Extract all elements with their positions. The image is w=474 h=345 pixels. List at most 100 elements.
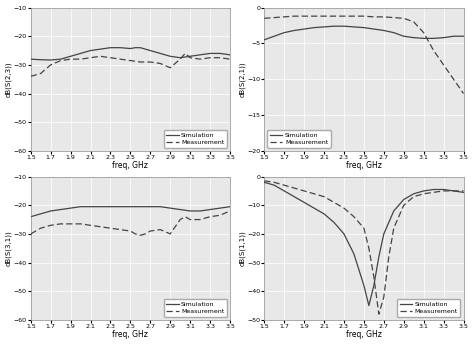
Measurement xyxy=(311,192,317,196)
Simulation xyxy=(301,200,307,205)
Simulation xyxy=(217,51,223,56)
Measurement xyxy=(78,222,83,226)
Measurement xyxy=(292,14,297,18)
Measurement xyxy=(118,228,123,232)
Measurement xyxy=(133,232,138,236)
Measurement xyxy=(58,59,64,63)
Measurement xyxy=(28,74,34,78)
Y-axis label: dB(S(2,3)): dB(S(2,3)) xyxy=(6,61,12,97)
Measurement xyxy=(217,56,223,60)
Measurement xyxy=(262,179,267,183)
Simulation xyxy=(38,58,44,62)
Simulation xyxy=(262,38,267,42)
Simulation xyxy=(292,195,297,199)
Measurement xyxy=(143,232,148,236)
Simulation xyxy=(197,53,203,57)
Simulation xyxy=(38,212,44,216)
Simulation xyxy=(381,232,387,236)
Measurement xyxy=(431,49,437,53)
Simulation xyxy=(451,189,456,193)
Line: Measurement: Measurement xyxy=(264,181,464,314)
Simulation xyxy=(391,31,397,35)
Simulation xyxy=(351,252,357,256)
Measurement xyxy=(128,229,133,233)
Simulation xyxy=(421,189,427,193)
Measurement xyxy=(366,246,372,250)
Line: Simulation: Simulation xyxy=(31,48,230,60)
Simulation xyxy=(292,28,297,32)
Simulation xyxy=(118,205,123,209)
Line: Simulation: Simulation xyxy=(264,182,464,306)
Simulation xyxy=(157,205,163,209)
Simulation xyxy=(58,207,64,211)
Measurement xyxy=(187,217,193,221)
Measurement xyxy=(167,232,173,236)
Simulation xyxy=(272,183,277,187)
Measurement xyxy=(207,56,213,60)
Measurement xyxy=(28,232,34,236)
Simulation xyxy=(88,205,93,209)
Line: Measurement: Measurement xyxy=(31,211,230,235)
X-axis label: freq, GHz: freq, GHz xyxy=(346,331,382,339)
X-axis label: freq, GHz: freq, GHz xyxy=(112,161,148,170)
Measurement xyxy=(331,200,337,205)
Simulation xyxy=(351,25,357,29)
Simulation xyxy=(58,57,64,61)
Measurement xyxy=(68,222,73,226)
Simulation xyxy=(321,212,327,216)
Simulation xyxy=(98,47,103,51)
Y-axis label: dB(S(1,1)): dB(S(1,1)) xyxy=(239,230,246,266)
Measurement xyxy=(157,228,163,232)
Simulation xyxy=(301,27,307,31)
Measurement xyxy=(311,14,317,18)
Simulation xyxy=(282,189,287,193)
Simulation xyxy=(28,57,34,61)
Simulation xyxy=(177,207,183,211)
Measurement xyxy=(147,229,153,233)
Simulation xyxy=(137,46,143,50)
Simulation xyxy=(217,206,223,210)
Measurement xyxy=(341,206,347,210)
Measurement xyxy=(78,57,83,61)
Simulation xyxy=(262,180,267,184)
Measurement xyxy=(108,56,113,60)
Measurement xyxy=(321,195,327,199)
Legend: Simulation, Measurement: Simulation, Measurement xyxy=(164,299,227,317)
Simulation xyxy=(381,28,387,32)
Simulation xyxy=(207,207,213,211)
Measurement xyxy=(292,186,297,190)
Simulation xyxy=(118,46,123,50)
Simulation xyxy=(78,51,83,56)
Measurement xyxy=(401,203,407,207)
Measurement xyxy=(301,189,307,193)
Measurement xyxy=(321,14,327,18)
Line: Simulation: Simulation xyxy=(264,26,464,40)
Measurement xyxy=(197,217,203,221)
Simulation xyxy=(431,187,437,191)
Measurement xyxy=(197,57,203,61)
Measurement xyxy=(157,61,163,66)
Simulation xyxy=(421,36,427,40)
Measurement xyxy=(48,223,54,227)
Simulation xyxy=(108,205,113,209)
Line: Measurement: Measurement xyxy=(264,16,464,93)
Simulation xyxy=(401,197,407,201)
Simulation xyxy=(282,31,287,35)
Measurement xyxy=(58,222,64,226)
Measurement xyxy=(361,226,367,230)
Simulation xyxy=(411,192,417,196)
Measurement xyxy=(431,190,437,195)
Measurement xyxy=(301,14,307,18)
Measurement xyxy=(88,56,93,60)
Simulation xyxy=(366,304,372,308)
Measurement xyxy=(108,226,113,230)
Simulation xyxy=(147,49,153,53)
Simulation xyxy=(147,205,153,209)
Measurement xyxy=(88,223,93,227)
Simulation xyxy=(341,24,347,28)
Measurement xyxy=(182,215,188,219)
Measurement xyxy=(98,54,103,58)
Simulation xyxy=(371,27,377,31)
Measurement xyxy=(137,60,143,64)
Y-axis label: dB(S(3,1)): dB(S(3,1)) xyxy=(6,230,12,266)
